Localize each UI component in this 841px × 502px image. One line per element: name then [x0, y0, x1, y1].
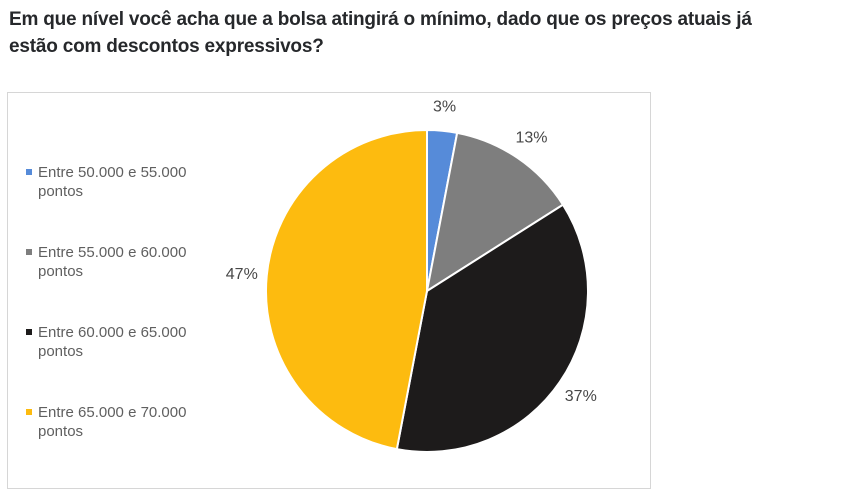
pie-data-label-1: 13% — [515, 130, 547, 147]
page-title: Em que nível você acha que a bolsa ating… — [9, 6, 752, 60]
pie-slice-2 — [395, 203, 589, 454]
legend-label: Entre 65.000 e 70.000 pontos — [38, 404, 187, 440]
legend-swatch-icon — [26, 409, 32, 415]
legend-swatch-icon — [26, 249, 32, 255]
legend-swatch-icon — [26, 169, 32, 175]
legend-item-2: Entre 60.000 e 65.000 pontos — [26, 323, 204, 361]
pie-data-label-3: 47% — [226, 266, 258, 283]
pie-data-label-0: 3% — [433, 98, 456, 115]
pie-data-label-2: 37% — [565, 388, 597, 405]
legend-item-0: Entre 50.000 e 55.000 pontos — [26, 163, 204, 201]
legend-item-3: Entre 65.000 e 70.000 pontos — [26, 403, 204, 441]
legend-swatch-icon — [26, 329, 32, 335]
chart-container: Entre 50.000 e 55.000 pontos Entre 55.000… — [7, 92, 651, 489]
pie-slice-3 — [264, 128, 428, 451]
page-title-line-1: Em que nível você acha que a bolsa ating… — [9, 9, 752, 30]
legend: Entre 50.000 e 55.000 pontos Entre 55.000… — [26, 163, 204, 483]
legend-label: Entre 55.000 e 60.000 pontos — [38, 244, 187, 280]
legend-label: Entre 50.000 e 55.000 pontos — [38, 164, 187, 200]
page-title-line-2: estão com descontos expressivos? — [9, 36, 324, 57]
legend-item-1: Entre 55.000 e 60.000 pontos — [26, 243, 204, 281]
pie-slice-1 — [425, 131, 565, 294]
pie-chart: 3% 13% 37% 47% — [226, 98, 597, 454]
legend-label: Entre 60.000 e 65.000 pontos — [38, 324, 187, 360]
